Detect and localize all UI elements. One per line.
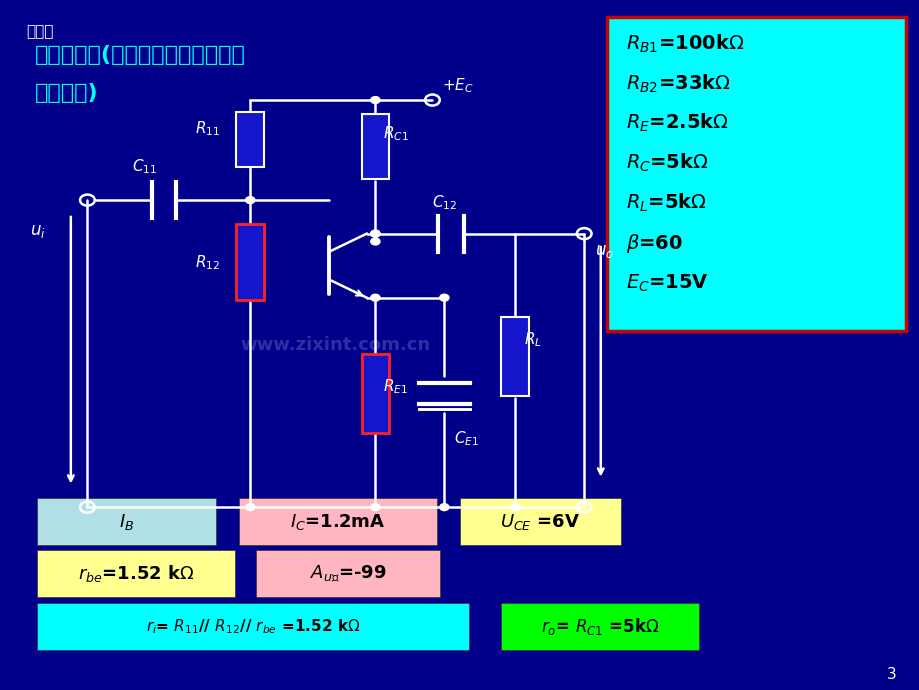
Bar: [37, 603, 469, 650]
Bar: [239, 498, 437, 545]
Text: $R_{E1}$: $R_{E1}$: [382, 377, 407, 396]
Bar: [37, 498, 216, 545]
Text: 极放大器): 极放大器): [35, 83, 98, 103]
Circle shape: [370, 230, 380, 237]
Circle shape: [439, 294, 448, 301]
Bar: [607, 17, 905, 331]
Bar: [501, 317, 528, 396]
Text: $I_C$=1.2mA: $I_C$=1.2mA: [290, 512, 385, 531]
Circle shape: [370, 294, 380, 301]
Bar: [236, 112, 264, 167]
Text: $r_o$= $R_{C1}$ =5k$\Omega$: $r_o$= $R_{C1}$ =5k$\Omega$: [540, 616, 659, 637]
Bar: [361, 354, 389, 433]
Text: $R_{12}$: $R_{12}$: [195, 253, 220, 272]
Circle shape: [439, 504, 448, 511]
Text: $+E_C$: $+E_C$: [441, 76, 473, 95]
Text: $R_L$=5k$\Omega$: $R_L$=5k$\Omega$: [625, 192, 706, 215]
Text: $R_C$=5k$\Omega$: $R_C$=5k$\Omega$: [625, 152, 708, 175]
Text: $C_{11}$: $C_{11}$: [131, 157, 156, 177]
Bar: [236, 224, 264, 300]
Bar: [255, 550, 439, 597]
Text: $u_i$: $u_i$: [30, 222, 46, 240]
Text: $R_L$: $R_L$: [524, 330, 541, 348]
Text: $C_{E1}$: $C_{E1}$: [453, 428, 478, 448]
Circle shape: [245, 197, 255, 204]
Text: $I_B$: $I_B$: [119, 512, 134, 531]
Text: $u_o$: $u_o$: [595, 242, 614, 260]
Text: $R_{C1}$: $R_{C1}$: [382, 124, 408, 144]
Text: $R_{B2}$=33k$\Omega$: $R_{B2}$=33k$\Omega$: [625, 72, 730, 95]
Circle shape: [370, 504, 380, 511]
Circle shape: [370, 238, 380, 245]
Text: $C_{12}$: $C_{12}$: [432, 193, 457, 212]
Text: 单级放大器(静态工作点稳定的共射: 单级放大器(静态工作点稳定的共射: [35, 45, 245, 65]
Bar: [501, 603, 698, 650]
Circle shape: [370, 97, 380, 104]
Text: $R_{B1}$=100k$\Omega$: $R_{B1}$=100k$\Omega$: [625, 32, 743, 55]
Text: www.zixint.com.cn: www.zixint.com.cn: [241, 336, 430, 354]
Circle shape: [510, 504, 519, 511]
Text: $U_{CE}$ =6V: $U_{CE}$ =6V: [500, 512, 580, 531]
Text: $r_i$= $R_{11}$// $R_{12}$// $r_{be}$ =1.52 k$\Omega$: $r_i$= $R_{11}$// $R_{12}$// $r_{be}$ =1…: [146, 617, 359, 636]
Text: $E_C$=15V: $E_C$=15V: [625, 273, 708, 294]
Text: $R_E$=2.5k$\Omega$: $R_E$=2.5k$\Omega$: [625, 112, 728, 135]
Circle shape: [370, 230, 380, 237]
Text: 3: 3: [886, 667, 896, 682]
Circle shape: [245, 504, 255, 511]
Text: $A_{u载}$=-99: $A_{u载}$=-99: [309, 563, 386, 584]
Text: $r_{be}$=1.52 k$\Omega$: $r_{be}$=1.52 k$\Omega$: [77, 563, 194, 584]
Text: 第三章: 第三章: [26, 24, 53, 39]
Bar: [460, 498, 620, 545]
Bar: [37, 550, 234, 597]
Text: $\beta$=60: $\beta$=60: [625, 232, 682, 255]
Text: $R_{11}$: $R_{11}$: [195, 119, 220, 139]
Bar: [361, 114, 389, 179]
